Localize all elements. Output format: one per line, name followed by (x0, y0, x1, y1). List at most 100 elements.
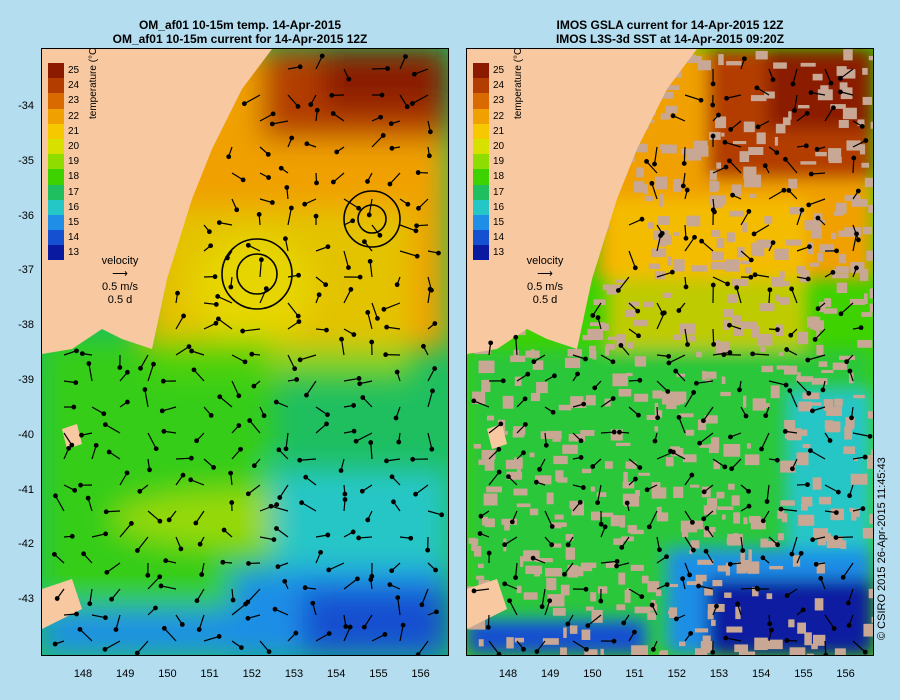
current-vector-head (781, 187, 787, 193)
current-vector-arrow (144, 389, 149, 408)
colorbar-swatch (473, 123, 489, 139)
current-vector-head (145, 572, 151, 578)
cloud-gap (516, 503, 531, 508)
current-vector-head (263, 286, 269, 292)
cloud-gap (748, 147, 764, 155)
current-vector-head (71, 404, 77, 410)
current-vector-head (552, 373, 557, 379)
current-vector-head (326, 631, 332, 636)
current-vector-head (383, 352, 389, 358)
current-vector-head (215, 316, 221, 322)
current-vector-head (767, 287, 773, 293)
cloud-gap (625, 461, 637, 469)
current-vector-arrow (343, 626, 351, 642)
cloud-gap (734, 644, 749, 653)
cloud-gap (554, 514, 564, 520)
current-vector-head (502, 581, 508, 587)
cloud-gap (800, 270, 810, 283)
current-vector-head (405, 201, 411, 207)
cloud-gap (836, 282, 848, 294)
cloud-gap (562, 444, 578, 454)
cloud-gap (567, 349, 582, 357)
cloud-gap (648, 263, 661, 270)
current-vector-head (721, 352, 727, 358)
longitude-tick-label: 153 (284, 668, 304, 680)
cloud-gap (721, 132, 725, 137)
cloud-gap (530, 349, 535, 359)
current-vector-arrow (597, 484, 602, 503)
current-vector-head (513, 334, 519, 340)
cloud-gap (848, 372, 854, 384)
current-vector-head (153, 605, 158, 611)
cloud-gap (532, 360, 544, 370)
cloud-gap (662, 292, 673, 298)
colorbar-swatch (473, 184, 489, 200)
current-vector-head (175, 290, 180, 296)
cloud-gap (630, 529, 644, 535)
cloud-gap (703, 505, 717, 515)
current-vector-head (368, 577, 374, 582)
current-vector-head (324, 327, 329, 333)
velocity-duration: 0.5 d (107, 294, 133, 306)
cloud-gap (564, 357, 581, 369)
current-vector-head (365, 179, 370, 184)
cloud-gap (578, 566, 593, 572)
current-vector-head (844, 359, 850, 365)
cloud-gap (723, 443, 741, 457)
current-vector-head (326, 567, 332, 573)
cloud-gap (615, 442, 631, 447)
current-vector-head (639, 594, 645, 600)
cloud-gap (536, 558, 553, 563)
current-vector-head (245, 491, 251, 497)
cloud-gap (478, 459, 486, 465)
cloud-gap (483, 493, 498, 506)
current-vector-head (784, 347, 790, 352)
cloud-gap (811, 378, 828, 385)
cloud-gap (781, 513, 788, 523)
current-vector-head (213, 302, 219, 307)
current-vector-head (734, 285, 740, 291)
current-vector-arrow (389, 172, 401, 185)
cloud-gap (665, 457, 674, 467)
cloud-gap (634, 606, 651, 614)
cloud-gap (516, 464, 521, 478)
current-vector-head (342, 491, 348, 497)
cloud-gap (863, 293, 868, 305)
current-vector-arrow (343, 198, 359, 209)
longitude-tick-label: 153 (709, 668, 729, 680)
cloud-gap (474, 545, 482, 557)
current-vector-head (124, 470, 130, 476)
cloud-gap (696, 351, 702, 358)
current-vector-arrow (231, 354, 246, 363)
cloud-gap (618, 572, 626, 585)
current-vector-head (760, 518, 766, 524)
cloud-gap (869, 513, 873, 524)
cloud-gap (651, 248, 667, 258)
cloud-gap (484, 458, 495, 471)
cloud-gap (633, 181, 645, 193)
current-vector-head (804, 110, 810, 116)
current-vector-head (716, 112, 721, 118)
cloud-gap (739, 151, 750, 163)
cloud-gap (683, 454, 697, 463)
current-vector-head (160, 378, 166, 384)
current-vector-arrow (217, 295, 233, 304)
current-vector-arrow (299, 354, 317, 361)
current-vector-arrow (712, 328, 715, 345)
cloud-gap (665, 85, 680, 91)
current-vector-head (79, 432, 84, 438)
cloud-gap (542, 638, 559, 645)
current-vector-head (102, 646, 108, 652)
cloud-gap (777, 510, 785, 519)
cloud-gap (758, 403, 770, 408)
current-vector-head (411, 71, 417, 77)
current-vector-arrow (796, 380, 810, 394)
current-vector-head (584, 646, 589, 652)
cloud-gap (727, 294, 738, 303)
cloud-gap (812, 477, 822, 490)
current-vector-head (521, 450, 526, 456)
cloud-gap (705, 379, 712, 383)
cloud-gap (767, 639, 783, 650)
cloud-gap (716, 339, 720, 344)
cloud-gap (679, 641, 686, 647)
